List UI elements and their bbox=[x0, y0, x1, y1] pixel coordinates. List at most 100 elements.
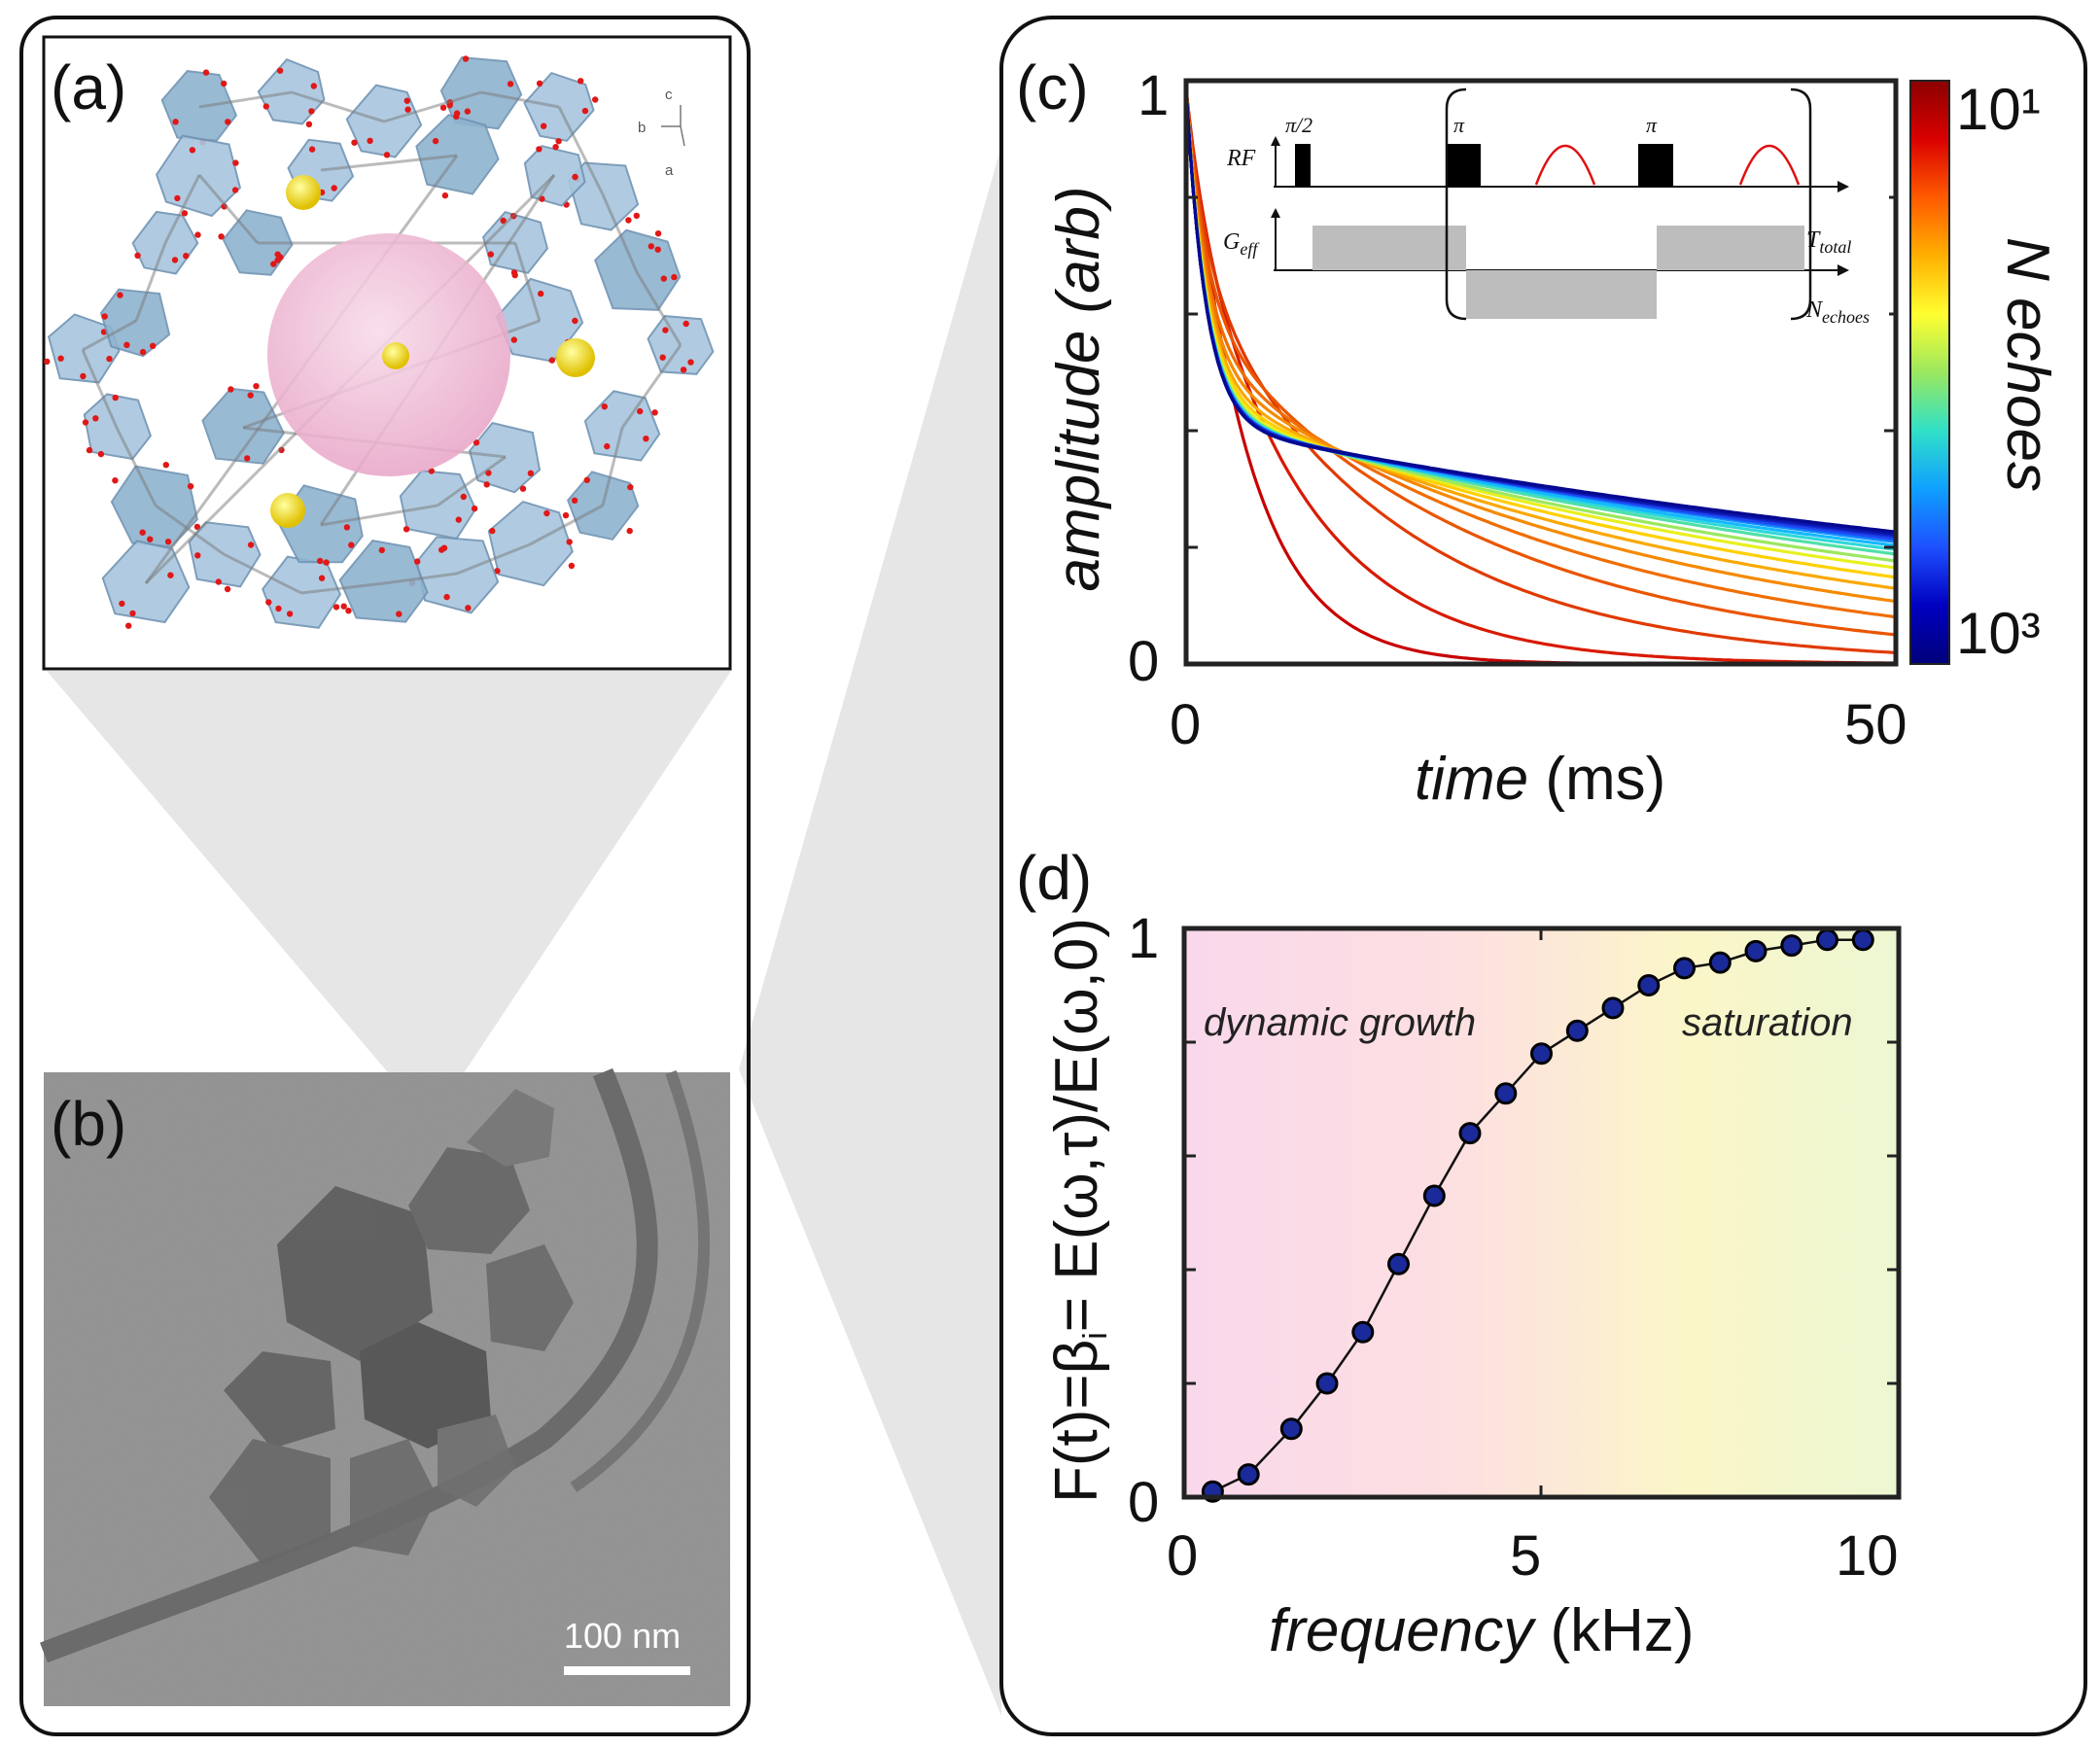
oxygen-atom bbox=[428, 468, 435, 474]
oxygen-atom bbox=[228, 386, 234, 393]
chart-d-minor-ticks bbox=[1184, 928, 1899, 1497]
chart-c-xlabel: time (ms) bbox=[1415, 746, 1665, 813]
oxygen-atom bbox=[659, 354, 666, 361]
oxygen-atom bbox=[414, 558, 421, 565]
decay-curve-4 bbox=[1186, 88, 1896, 619]
oxygen-atom bbox=[167, 572, 174, 578]
pulse-180-2 bbox=[1638, 144, 1673, 187]
rf-label: RF bbox=[1226, 146, 1256, 171]
oxygen-atom bbox=[687, 359, 694, 366]
data-point-10 bbox=[1565, 1019, 1589, 1042]
polyhedron bbox=[201, 387, 285, 465]
oxygen-atom bbox=[215, 578, 222, 585]
decay-curve-6 bbox=[1186, 88, 1896, 590]
oxygen-atom bbox=[462, 55, 470, 62]
linker bbox=[456, 542, 531, 576]
oxygen-atom bbox=[106, 355, 113, 363]
geff-label: Geff bbox=[1223, 229, 1260, 259]
gradient-lobe-2 bbox=[1466, 270, 1657, 319]
oxygen-atom bbox=[439, 104, 447, 111]
oxygen-atom bbox=[323, 559, 330, 566]
oxygen-atom bbox=[460, 493, 467, 501]
linker bbox=[82, 319, 137, 352]
oxygen-atom bbox=[601, 403, 608, 410]
oxygen-atom bbox=[555, 138, 562, 145]
oxygen-atom bbox=[101, 313, 108, 320]
data-point-9 bbox=[1530, 1042, 1553, 1066]
oxygen-atom bbox=[331, 185, 337, 192]
oxygen-atom bbox=[171, 257, 179, 263]
oxygen-atom bbox=[247, 392, 254, 399]
data-point-12 bbox=[1637, 974, 1661, 996]
panel-d-label: (d) bbox=[1016, 843, 1092, 913]
oxygen-atom bbox=[519, 485, 527, 492]
zoom-connector-bcd bbox=[739, 146, 1001, 1716]
oxygen-atom bbox=[247, 542, 255, 548]
pulse-sequence-inset: RF π/2 π π Geff Ttotal Nechoes bbox=[1223, 87, 1889, 327]
linker bbox=[529, 504, 604, 546]
chart-c-ylabel: amplitude (arb) bbox=[1045, 187, 1112, 592]
oxygen-atom bbox=[627, 483, 634, 491]
oxygen-atom bbox=[643, 436, 649, 442]
oxygen-atom bbox=[383, 152, 391, 158]
oxygen-atom bbox=[432, 137, 439, 145]
scale-bar-label: 100 nm bbox=[564, 1616, 681, 1656]
oxygen-atom bbox=[651, 409, 658, 416]
oxygen-atom bbox=[404, 106, 411, 113]
linker bbox=[197, 174, 260, 244]
data-point-7 bbox=[1458, 1122, 1482, 1145]
oxygen-atom bbox=[348, 542, 355, 548]
linker bbox=[163, 174, 201, 244]
oxygen-atom bbox=[57, 355, 64, 362]
loop-bracket-left bbox=[1445, 87, 1467, 321]
oxygen-atom bbox=[125, 622, 132, 629]
oxygen-atom bbox=[221, 80, 228, 87]
oxygen-atom bbox=[671, 273, 678, 281]
linker bbox=[223, 552, 302, 595]
oxygen-atom bbox=[487, 251, 494, 258]
oxygen-atom bbox=[129, 610, 136, 617]
oxygen-atom bbox=[317, 557, 324, 565]
oxygen-atom bbox=[332, 604, 340, 611]
linker bbox=[320, 504, 438, 527]
yellow-atom-3 bbox=[556, 338, 595, 377]
data-point-13 bbox=[1673, 957, 1696, 980]
loop-bracket-right bbox=[1790, 87, 1812, 321]
data-point-3 bbox=[1315, 1372, 1339, 1395]
oxygen-atom bbox=[276, 67, 284, 74]
decay-curve-7 bbox=[1186, 88, 1896, 579]
axis-b-label: b bbox=[638, 120, 646, 136]
colorbar-title: N echoes bbox=[1994, 237, 2061, 492]
linker bbox=[134, 242, 167, 322]
oxygen-atom bbox=[472, 439, 480, 446]
colorbar-top-label: 10¹ bbox=[1956, 77, 2041, 142]
data-point-2 bbox=[1279, 1417, 1303, 1441]
polyhedron bbox=[338, 540, 429, 623]
oxygen-atom bbox=[345, 608, 352, 614]
oxygen-atom bbox=[402, 526, 410, 533]
oxygen-atom bbox=[465, 605, 472, 611]
linker bbox=[383, 572, 458, 585]
panel-a-label: (a) bbox=[51, 52, 126, 122]
oxygen-atom bbox=[92, 415, 99, 422]
pulse-180-1 bbox=[1446, 144, 1481, 187]
oxygen-atom bbox=[112, 394, 119, 402]
oxygen-atom bbox=[578, 78, 584, 85]
data-point-15 bbox=[1744, 939, 1768, 962]
yellow-atom-4 bbox=[270, 493, 305, 528]
pulse-90 bbox=[1295, 144, 1311, 187]
oxygen-atom bbox=[351, 139, 358, 146]
oxygen-atom bbox=[507, 81, 514, 87]
oxygen-atom bbox=[568, 562, 576, 570]
oxygen-atom bbox=[471, 505, 478, 512]
oxygen-atom bbox=[139, 348, 147, 356]
oxygen-atom bbox=[187, 483, 194, 490]
axis-a-label: a bbox=[665, 162, 674, 179]
linker bbox=[300, 581, 385, 595]
oxygen-atom bbox=[396, 611, 402, 617]
rf-up-arrow bbox=[1271, 136, 1280, 146]
oxygen-atom bbox=[340, 603, 347, 610]
oxygen-atom bbox=[455, 516, 462, 523]
oxygen-atom bbox=[583, 476, 590, 483]
